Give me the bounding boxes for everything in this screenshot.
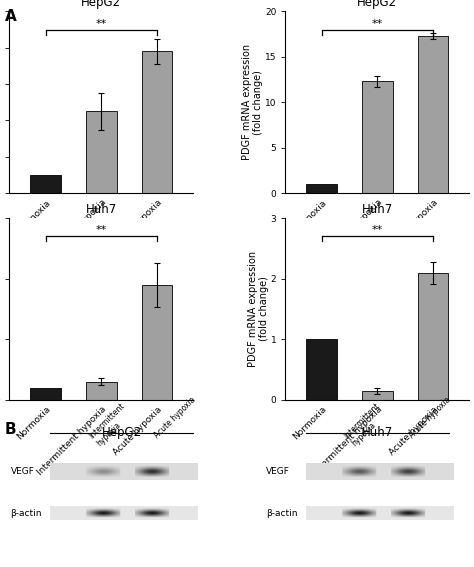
Bar: [362, 391, 392, 400]
Text: VEGF: VEGF: [266, 467, 290, 476]
Title: Huh7: Huh7: [362, 202, 393, 215]
Bar: [362, 81, 392, 193]
Y-axis label: PDGF mRNA expression
(fold change): PDGF mRNA expression (fold change): [247, 251, 269, 367]
Text: Acute hypoxia: Acute hypoxia: [153, 395, 197, 440]
Bar: [418, 36, 448, 193]
Bar: [418, 273, 448, 400]
Bar: [306, 184, 337, 193]
Text: **: **: [96, 226, 107, 235]
Bar: [142, 52, 173, 193]
Bar: [30, 175, 61, 193]
Bar: [86, 111, 117, 193]
Text: **: **: [372, 19, 383, 28]
Text: HepG2: HepG2: [102, 426, 142, 439]
Title: HepG2: HepG2: [357, 0, 397, 9]
Title: Huh7: Huh7: [86, 202, 117, 215]
Bar: [86, 382, 117, 400]
Text: Huh7: Huh7: [362, 426, 393, 439]
Text: B: B: [5, 422, 17, 437]
Text: **: **: [372, 226, 383, 235]
Text: A: A: [5, 9, 17, 23]
Bar: [30, 388, 61, 400]
Text: β-actin: β-actin: [10, 509, 42, 518]
Text: **: **: [96, 19, 107, 28]
Title: HepG2: HepG2: [82, 0, 121, 9]
Text: Acute hypoxia: Acute hypoxia: [408, 395, 453, 440]
Text: β-actin: β-actin: [266, 509, 298, 518]
Y-axis label: PDGF mRNA expression
(fold change): PDGF mRNA expression (fold change): [242, 44, 264, 160]
Text: Intermittent
hypoxia: Intermittent hypoxia: [343, 401, 389, 447]
Text: Intermittent
hypoxia: Intermittent hypoxia: [87, 401, 134, 447]
Bar: [142, 285, 173, 400]
Text: VEGF: VEGF: [10, 467, 35, 476]
Bar: [306, 340, 337, 400]
